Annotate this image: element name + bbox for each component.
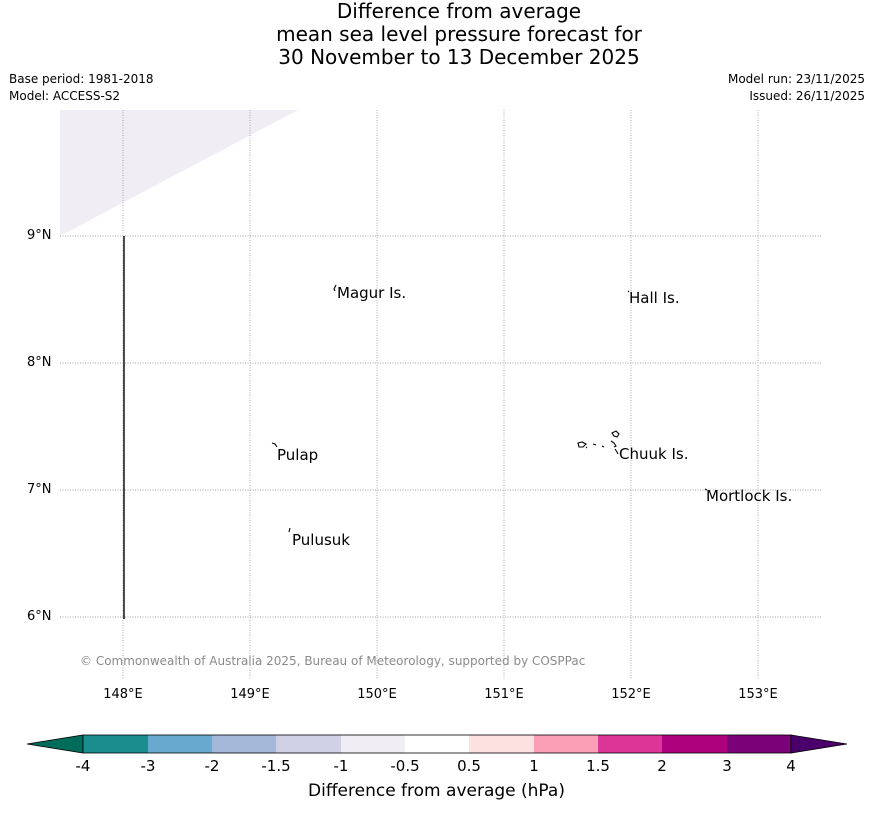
title-line-2: mean sea level pressure forecast for (276, 22, 642, 46)
colorbar-tick-2: -2 (204, 757, 220, 775)
title-line-1: Difference from average (336, 0, 582, 23)
lon-label-148e: 148°E (103, 687, 143, 702)
lon-label-152e: 152°E (611, 687, 651, 702)
copyright-credit: © Commonwealth of Australia 2025, Bureau… (80, 654, 586, 668)
latitude-gridlines (60, 235, 822, 618)
base-period: Base period: 1981-2018 (9, 72, 154, 86)
map-title: Difference from average mean sea level p… (0, 0, 873, 69)
lon-label-150e: 150°E (357, 687, 397, 702)
colorbar-over-triangle (790, 734, 848, 754)
colorbar-tick-11: 4 (786, 757, 796, 775)
colorbar-segment-3 (276, 735, 341, 753)
lat-label-9n: 9°N (27, 228, 52, 243)
issued-date: Issued: 26/11/2025 (749, 89, 865, 103)
place-pulusuk: Pulusuk (292, 531, 350, 549)
colorbar-segment-7 (534, 735, 598, 753)
island-hall (627, 290, 630, 293)
lat-label-8n: 8°N (27, 355, 52, 370)
colorbar-tick-4: -1 (333, 757, 349, 775)
colorbar-segment-9 (662, 735, 727, 753)
colorbar-label: Difference from average (hPa) (308, 781, 565, 801)
colorbar-tick-9: 2 (657, 757, 667, 775)
island-chuuk-lagoon (577, 430, 620, 455)
place-pulap: Pulap (277, 446, 319, 464)
colorbar-tick-1: -3 (140, 757, 156, 775)
colorbar-under-triangle (26, 734, 84, 754)
colorbar-tick-0: -4 (75, 757, 91, 775)
model-run: Model run: 23/11/2025 (727, 72, 865, 86)
place-mortlock: Mortlock Is. (706, 487, 793, 505)
longitude-gridlines (122, 110, 759, 680)
colorbar-segment-0 (83, 735, 148, 753)
island-mortlock (704, 488, 708, 491)
colorbar-tick-3: -1.5 (261, 757, 291, 775)
colorbar-segment-6 (469, 735, 534, 753)
meta-right: Model run: 23/11/2025 Issued: 26/11/2025 (728, 71, 865, 105)
lon-label-151e: 151°E (484, 687, 524, 702)
model-name: Model: ACCESS-S2 (9, 89, 121, 103)
colorbar (26, 734, 848, 754)
lat-label-7n: 7°N (27, 482, 52, 497)
colorbar-segment-5 (405, 735, 469, 753)
place-chuuk: Chuuk Is. (619, 445, 689, 463)
title-line-3: 30 November to 13 December 2025 (278, 45, 640, 69)
colorbar-tick-5: -0.5 (390, 757, 420, 775)
place-magur: Magur Is. (337, 284, 407, 302)
colorbar-tick-8: 1.5 (586, 757, 610, 775)
colorbar-segment-10 (727, 735, 791, 753)
colorbar-tick-6: 0.5 (457, 757, 481, 775)
island-pulap (271, 442, 278, 448)
colorbar-segment-1 (148, 735, 212, 753)
colorbar-segment-2 (212, 735, 276, 753)
place-hall: Hall Is. (629, 289, 680, 307)
meta-left: Base period: 1981-2018 Model: ACCESS-S2 (9, 71, 154, 105)
colorbar-tick-10: 3 (722, 757, 732, 775)
colorbar-segment-4 (341, 735, 405, 753)
lat-label-6n: 6°N (27, 609, 52, 624)
colorbar-segment-8 (598, 735, 662, 753)
lon-label-153e: 153°E (738, 687, 778, 702)
island-magur (333, 284, 337, 292)
island-pulusuk (288, 527, 291, 533)
colorbar-outline (82, 734, 792, 754)
colorbar-tick-7: 1 (529, 757, 539, 775)
anomaly-shaded-region (60, 110, 298, 236)
lon-label-149e: 149°E (230, 687, 270, 702)
